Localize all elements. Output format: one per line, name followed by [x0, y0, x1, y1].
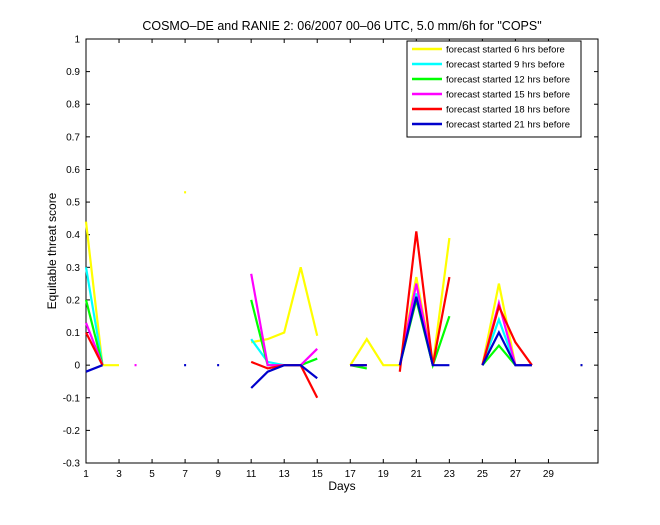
y-tick-label: 0.7 — [66, 132, 80, 143]
axis-ticks: 1 3 5 7 9 11 13 15 17 19 21 23 25 27 29-0.3-0.2-0.100.… — [63, 35, 598, 480]
y-tick-label: 0.9 — [66, 67, 80, 78]
series-line — [84, 299, 104, 366]
legend-box — [406, 40, 582, 138]
series-line — [398, 231, 451, 372]
y-tick-label: 0.8 — [66, 100, 80, 111]
x-tick-label: 1 — [83, 469, 89, 480]
series-line — [398, 296, 450, 367]
x-tick-label: 11 — [246, 469, 257, 480]
y-tick-label: 0.3 — [66, 263, 80, 274]
x-tick-label: 3 — [116, 469, 122, 480]
x-tick-label: 7 — [182, 469, 188, 480]
y-tick-label: -0.3 — [63, 459, 81, 470]
x-tick-label: 21 — [411, 469, 423, 480]
y-axis-label: Equitable threat score — [45, 192, 59, 309]
x-tick-label: 15 — [312, 469, 324, 480]
legend: forecast started 6 hrs before forecast st… — [406, 40, 582, 138]
y-tick-label: 0.4 — [66, 230, 80, 241]
series-layer — [84, 191, 583, 399]
series-line — [85, 364, 103, 373]
x-tick-label: 9 — [215, 469, 221, 480]
legend-label: forecast started 21 hrs before — [446, 120, 570, 131]
y-tick-label: 0 — [74, 361, 80, 372]
legend-item: forecast started 12 hrs before — [412, 75, 570, 86]
x-tick-label: 19 — [378, 469, 390, 480]
legend-label: forecast started 18 hrs before — [446, 105, 570, 116]
series-line — [84, 267, 104, 366]
y-tick-label: 0.6 — [66, 165, 80, 176]
x-tick-label: 23 — [444, 469, 456, 480]
series-6 — [85, 296, 583, 389]
legend-label: forecast started 9 hrs before — [446, 60, 565, 71]
y-tick-label: 0.1 — [66, 328, 80, 339]
legend-item: forecast started 15 hrs before — [412, 90, 570, 101]
legend-item: forecast started 18 hrs before — [412, 105, 570, 116]
y-tick-label: 0.2 — [66, 295, 80, 306]
y-tick-label: -0.1 — [63, 393, 81, 404]
x-tick-label: 29 — [543, 469, 555, 480]
legend-item: forecast started 9 hrs before — [412, 60, 565, 71]
x-tick-label: 5 — [149, 469, 155, 480]
x-tick-label: 25 — [477, 469, 489, 480]
legend-label: forecast started 12 hrs before — [446, 75, 570, 86]
chart-title: COSMO–DE and RANIE 2: 06/2007 00–06 UTC,… — [142, 19, 541, 33]
series-line — [85, 332, 104, 366]
legend-label: forecast started 6 hrs before — [446, 45, 565, 56]
x-tick-label: 17 — [345, 469, 357, 480]
series-line — [481, 303, 533, 366]
legend-label: forecast started 15 hrs before — [446, 90, 570, 101]
legend-item: forecast started 6 hrs before — [412, 45, 565, 56]
series-line — [250, 364, 318, 389]
y-tick-label: 1 — [74, 35, 80, 46]
y-tick-label: -0.2 — [63, 426, 81, 437]
series-line — [481, 330, 532, 367]
legend-item: forecast started 21 hrs before — [412, 120, 570, 131]
x-tick-label: 27 — [510, 469, 522, 480]
x-axis-label: Days — [328, 479, 355, 493]
y-tick-label: 0.5 — [66, 198, 80, 209]
x-tick-label: 13 — [279, 469, 291, 480]
